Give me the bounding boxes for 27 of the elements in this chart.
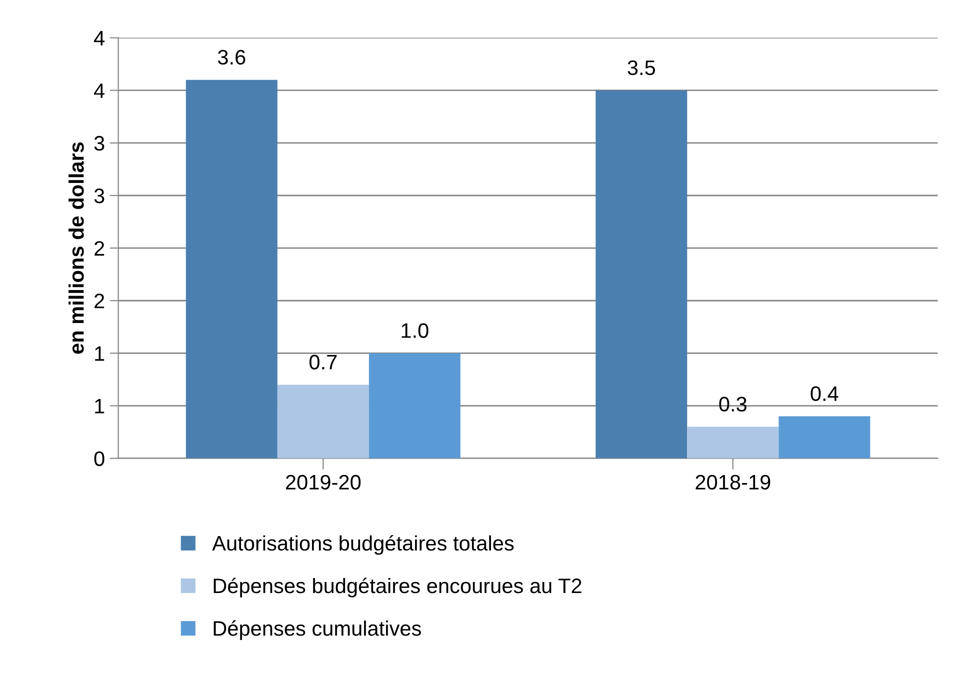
x-tick-label: 2018-19: [696, 474, 770, 490]
y-axis-title: en millions de dollars: [68, 142, 84, 354]
x-tick-label: 2019-20: [286, 474, 361, 490]
bar: [186, 80, 278, 458]
legend-label: Autorisations budgétaires totales: [212, 535, 514, 555]
data-label: 1.0: [402, 323, 428, 338]
y-tick-label: 1: [95, 398, 104, 414]
data-label: 3.5: [628, 60, 656, 76]
y-tick-label: 3: [94, 136, 104, 151]
bar: [596, 90, 688, 458]
bar: [277, 384, 369, 458]
legend-label: Dépenses cumulatives: [214, 620, 421, 640]
legend-label: Dépenses budgétaires encourues au T2: [214, 578, 582, 598]
y-tick-label: 4: [94, 31, 104, 46]
y-tick-label: 0: [94, 451, 104, 466]
data-label: 0.4: [810, 386, 838, 402]
y-tick-label: 1: [95, 346, 104, 361]
data-label: 0.7: [310, 354, 337, 370]
y-tick-label: 2: [94, 294, 104, 308]
data-label: 3.6: [218, 50, 246, 65]
y-tick-label: 2: [94, 241, 104, 256]
y-tick-label: 4: [94, 84, 104, 98]
bar: [778, 416, 870, 458]
bar: [687, 426, 779, 458]
y-tick-label: 3: [94, 188, 104, 204]
data-label: 0.3: [719, 396, 746, 412]
bar: [368, 353, 460, 458]
